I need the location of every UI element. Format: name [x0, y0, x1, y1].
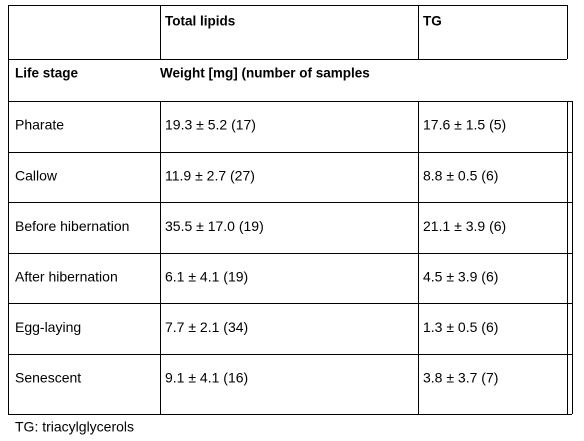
footnote: TG: triacylglycerols	[15, 419, 134, 435]
header-cell: TG	[423, 14, 442, 29]
row-label: After hibernation	[15, 269, 118, 285]
cell: 11.9 ± 2.7 (27)	[165, 167, 255, 183]
row-label: Before hibernation	[15, 218, 129, 234]
cell: 3.8 ± 3.7 (7)	[423, 370, 498, 386]
cell: 4.5 ± 3.9 (6)	[423, 269, 498, 285]
row-label: Pharate	[15, 117, 64, 133]
header-cell: Total lipids	[165, 14, 235, 29]
row-label: Senescent	[15, 370, 81, 386]
subheader-weight: Weight [mg] (number of samples	[160, 66, 370, 81]
cell: 6.1 ± 4.1 (19)	[165, 269, 248, 285]
cell: 21.1 ± 3.9 (6)	[423, 218, 506, 234]
cell: 8.8 ± 0.5 (6)	[423, 167, 498, 183]
cell: 35.5 ± 17.0 (19)	[165, 218, 264, 234]
table-borders	[8, 5, 573, 414]
cell: 17.6 ± 1.5 (5)	[423, 117, 506, 133]
subheader-label: Life stage	[15, 66, 79, 81]
row-label: Egg-laying	[15, 319, 81, 335]
cell: 19.3 ± 5.2 (17)	[165, 117, 256, 133]
row-label: Callow	[15, 167, 58, 183]
cell: 7.7 ± 2.1 (34)	[165, 319, 248, 335]
cell: 9.1 ± 4.1 (16)	[165, 370, 248, 386]
cell: 1.3 ± 0.5 (6)	[423, 319, 498, 335]
